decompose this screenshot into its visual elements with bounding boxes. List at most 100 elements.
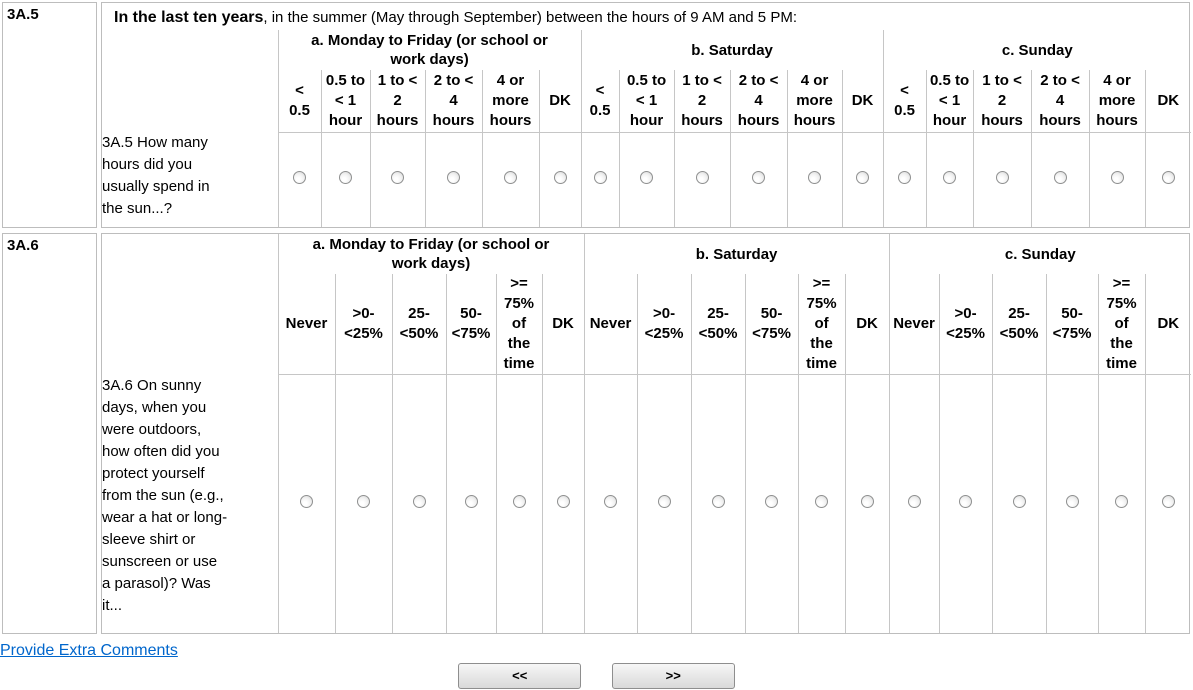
radio-button[interactable] — [339, 171, 352, 185]
column-header: 0.5 to < 1 hour — [925, 70, 974, 133]
radio-cell — [334, 374, 392, 633]
radio-cell — [538, 132, 582, 227]
column-header: DK — [1144, 274, 1192, 375]
radio-cell — [618, 132, 675, 227]
column-header: >= 75% of the time — [1097, 274, 1146, 375]
question-intro-bold: In the last ten years — [114, 9, 264, 26]
group-header-row: a. Monday to Friday (or school or work d… — [102, 234, 1192, 274]
radio-button[interactable] — [556, 495, 570, 509]
radio-button[interactable] — [512, 495, 526, 509]
question-main-panel-3a5: In the last ten years, in the summer (Ma… — [101, 2, 1192, 228]
radio-button[interactable] — [593, 171, 607, 185]
answer-row: 3A.5 How many hours did you usually spen… — [102, 132, 1192, 227]
back-button[interactable]: << — [458, 662, 582, 689]
radio-button[interactable] — [808, 171, 822, 185]
radio-cell — [277, 374, 335, 633]
question-main-panel-3a6: a. Monday to Friday (or school or work d… — [101, 233, 1192, 634]
next-button[interactable]: >> — [611, 662, 735, 689]
radio-button[interactable] — [604, 495, 618, 509]
column-header: Never — [277, 274, 335, 375]
radio-cell — [972, 132, 1032, 227]
radio-button[interactable] — [695, 171, 709, 185]
column-header: 0.5 to < 1 hour — [320, 70, 370, 133]
radio-button[interactable] — [1012, 495, 1026, 509]
radio-cell — [369, 132, 425, 227]
group-header-monday-friday: a. Monday to Friday (or school or work d… — [277, 234, 585, 274]
radio-cell — [991, 374, 1047, 633]
column-header: 25- <50% — [690, 274, 746, 375]
group-header-sunday: c. Sunday — [888, 234, 1192, 274]
radio-button[interactable] — [640, 171, 654, 185]
radio-button[interactable] — [447, 171, 460, 185]
radio-button[interactable] — [898, 171, 912, 185]
radio-button[interactable] — [391, 171, 404, 185]
column-header: >0- <25% — [636, 274, 692, 375]
radio-button[interactable] — [1053, 171, 1067, 185]
column-header: < 0.5 — [882, 70, 927, 133]
radio-button[interactable] — [765, 495, 779, 509]
radio-cell — [1045, 374, 1099, 633]
radio-button[interactable] — [815, 495, 829, 509]
radio-button[interactable] — [907, 495, 921, 509]
question-row-3a5: 3A.5 In the last ten years, in the summe… — [2, 2, 1193, 228]
radio-cell — [481, 132, 539, 227]
radio-button[interactable] — [504, 171, 517, 185]
radio-button[interactable] — [293, 171, 306, 185]
radio-cell — [841, 132, 884, 227]
question-row-3a6: 3A.6 a. Monday to Friday (or school or w… — [2, 233, 1193, 634]
column-header: DK — [541, 274, 585, 375]
column-header: 50- <75% — [1045, 274, 1099, 375]
radio-button[interactable] — [1065, 495, 1079, 509]
provide-extra-comments-link[interactable]: Provide Extra Comments — [0, 641, 178, 659]
column-header: Never — [583, 274, 638, 375]
radio-button[interactable] — [657, 495, 671, 509]
radio-button[interactable] — [752, 171, 766, 185]
column-header: 2 to < 4 hours — [729, 70, 788, 133]
column-header: 1 to < 2 hours — [369, 70, 425, 133]
column-header: 4 or more hours — [481, 70, 539, 133]
group-header-monday-friday: a. Monday to Friday (or school or work d… — [277, 30, 582, 70]
radio-button[interactable] — [1161, 171, 1175, 185]
radio-button[interactable] — [711, 495, 725, 509]
spacer-cell — [102, 274, 278, 375]
radio-button[interactable] — [412, 495, 426, 509]
radio-cell — [786, 132, 843, 227]
column-header: 50- <75% — [744, 274, 799, 375]
question-intro-rest: , in the summer (May through September) … — [263, 9, 797, 26]
radio-button[interactable] — [860, 495, 874, 509]
radio-button[interactable] — [943, 171, 957, 185]
column-header: < 0.5 — [277, 70, 321, 133]
column-header: 50- <75% — [445, 274, 496, 375]
question-text: 3A.6 On sunny days, when you were outdoo… — [102, 376, 228, 614]
radio-button[interactable] — [464, 495, 478, 509]
radio-cell — [636, 374, 692, 633]
radio-button[interactable] — [1115, 495, 1129, 509]
radio-button[interactable] — [1161, 495, 1175, 509]
column-header: 0.5 to < 1 hour — [618, 70, 675, 133]
column-header: 2 to < 4 hours — [424, 70, 482, 133]
column-header: 1 to < 2 hours — [673, 70, 731, 133]
radio-cell — [580, 132, 620, 227]
radio-cell — [495, 374, 542, 633]
radio-button[interactable] — [995, 171, 1009, 185]
column-header: DK — [1144, 70, 1192, 133]
column-header: 25- <50% — [991, 274, 1047, 375]
radio-cell — [391, 374, 446, 633]
radio-button[interactable] — [856, 171, 870, 185]
radio-button[interactable] — [1110, 171, 1124, 185]
question-text: 3A.5 How many hours did you usually spen… — [102, 134, 210, 217]
column-header-row: < 0.5 0.5 to < 1 hour 1 to < 2 hours 2 t… — [102, 70, 1192, 133]
question-intro: In the last ten years, in the summer (Ma… — [102, 3, 1189, 30]
radio-cell — [888, 374, 940, 633]
radio-cell — [797, 374, 846, 633]
radio-button[interactable] — [357, 495, 370, 509]
radio-cell — [1144, 374, 1192, 633]
radio-button[interactable] — [553, 171, 567, 185]
radio-button[interactable] — [300, 495, 313, 509]
radio-cell — [320, 132, 370, 227]
spacer-cell — [102, 234, 278, 274]
radio-cell — [1088, 132, 1146, 227]
response-grid-3a5: a. Monday to Friday (or school or work d… — [102, 30, 1192, 227]
radio-button[interactable] — [959, 495, 973, 509]
